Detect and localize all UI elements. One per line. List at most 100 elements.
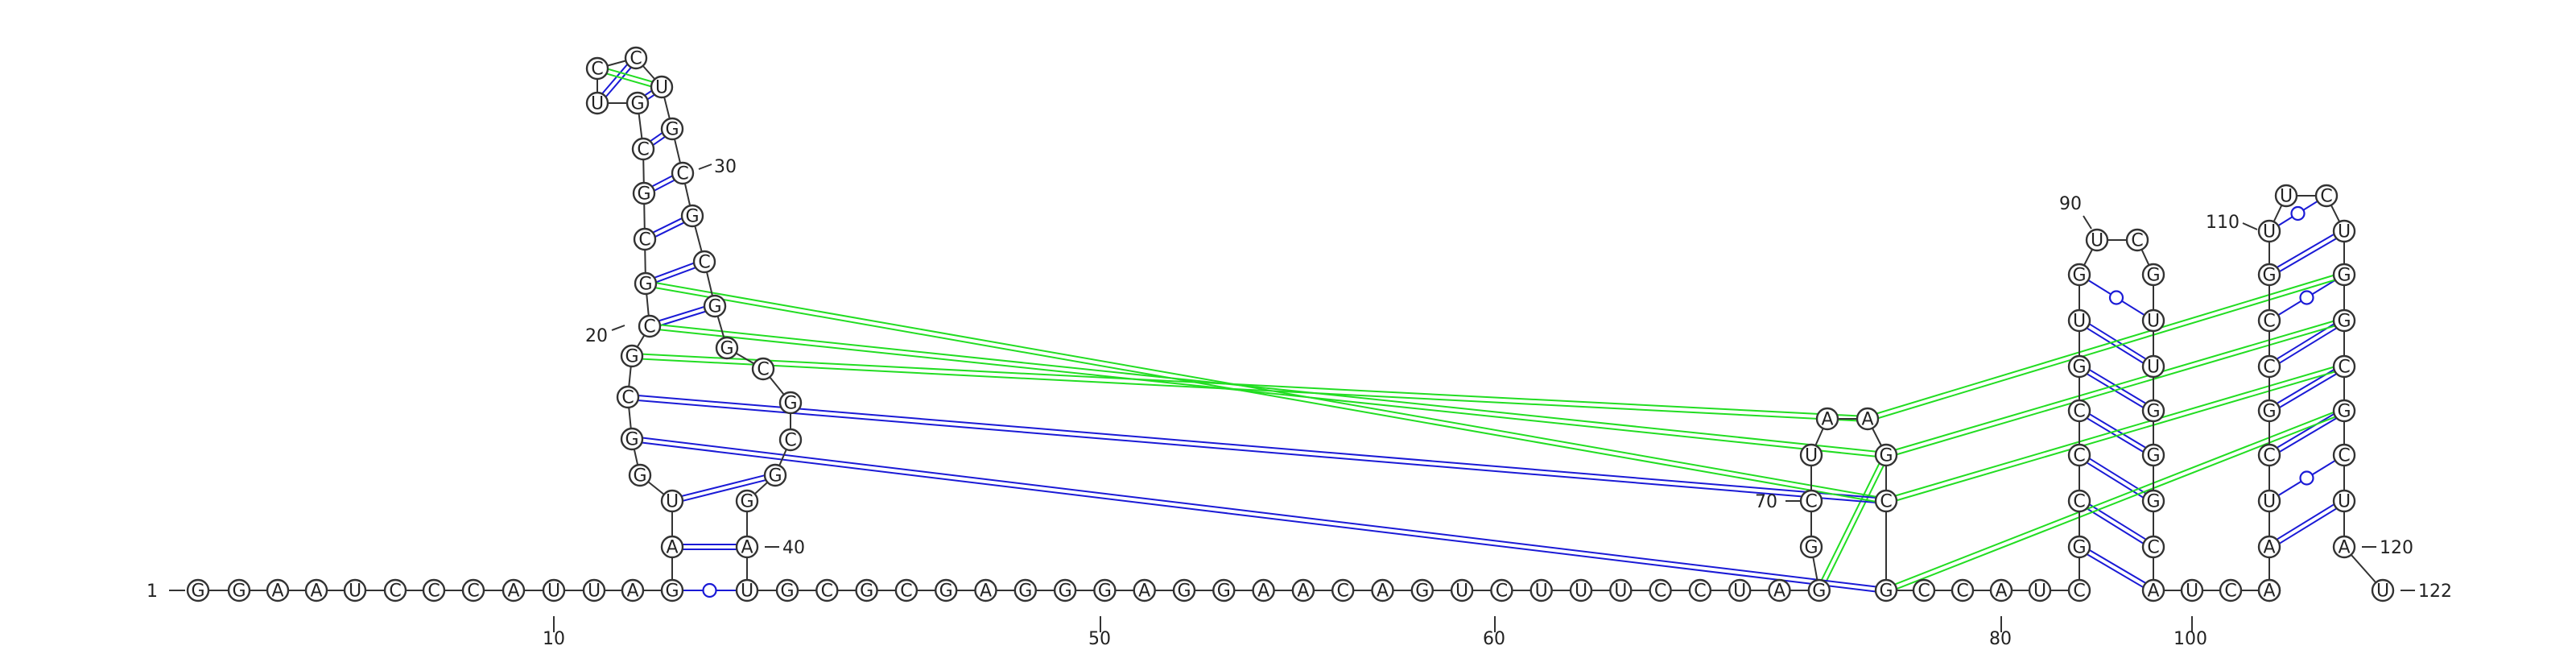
nucleotide-circle bbox=[1410, 578, 1435, 602]
nucleotide-circle bbox=[2141, 578, 2165, 602]
nucleotide-letter: G bbox=[740, 492, 753, 512]
nucleotide: A bbox=[1252, 578, 1275, 602]
nucleotide: G bbox=[1807, 578, 1831, 602]
nucleotide-circle bbox=[2067, 308, 2091, 333]
nucleotide-letter: G bbox=[780, 582, 794, 602]
nucleotide-circle bbox=[2067, 489, 2091, 513]
nucleotide: C bbox=[1874, 489, 1898, 513]
nucleotide-letter: C bbox=[2073, 492, 2085, 512]
nucleotide-letter: U bbox=[591, 94, 604, 114]
nucleotide: C bbox=[1649, 578, 1672, 602]
nucleotide-letter: C bbox=[1805, 492, 1817, 512]
nucleotide-circle bbox=[778, 428, 803, 452]
canonical-pair-line bbox=[2267, 317, 2343, 366]
nucleotide-circle bbox=[1874, 489, 1898, 513]
nucleotide-letter: C bbox=[1880, 492, 1892, 512]
nucleotide-letter: G bbox=[2337, 312, 2351, 332]
nucleotide: A bbox=[1856, 407, 1880, 431]
nucleotide: G bbox=[680, 204, 704, 228]
nucleotide-letter: C bbox=[2131, 231, 2143, 251]
nucleotide-letter: C bbox=[2263, 312, 2275, 332]
nucleotide-circle bbox=[1212, 578, 1236, 602]
nucleotide-letter: C bbox=[2147, 538, 2159, 558]
nucleotide-letter: G bbox=[1804, 538, 1818, 558]
nucleotide: G bbox=[2257, 263, 2281, 287]
nucleotide-letter: G bbox=[2262, 266, 2276, 286]
nucleotide-circle bbox=[660, 535, 684, 559]
nucleotide-letter: U bbox=[1535, 582, 1548, 602]
nucleotide-letter: G bbox=[1812, 582, 1826, 602]
nucleotide: A bbox=[266, 578, 290, 602]
nucleotide-circle bbox=[1013, 578, 1038, 602]
nucleotide-circle bbox=[2257, 354, 2281, 379]
nucleotide-letter: U bbox=[2338, 222, 2351, 242]
nucleotide-circle bbox=[735, 578, 759, 602]
nucleotide-circle bbox=[1874, 578, 1898, 602]
nucleotide-circle bbox=[2067, 443, 2091, 467]
nucleotide: G bbox=[1212, 578, 1236, 602]
label-20: 20 bbox=[585, 325, 625, 346]
nucleotide: G bbox=[703, 294, 727, 318]
nucleotide-letter: U bbox=[1575, 582, 1587, 602]
nucleotide-letter: G bbox=[625, 430, 638, 450]
nucleotide-circle bbox=[632, 181, 656, 205]
canonical-pair-line bbox=[2270, 232, 2347, 278]
nucleotide-circle bbox=[422, 578, 446, 602]
nucleotide-letter: C bbox=[1496, 582, 1508, 602]
noncanonical-pair-line bbox=[649, 327, 1886, 458]
nucleotide-circle bbox=[502, 578, 526, 602]
nucleotide: G bbox=[855, 578, 878, 602]
nucleotide-circle bbox=[2067, 535, 2091, 559]
nucleotide-circle bbox=[621, 578, 645, 602]
nucleotide-circle bbox=[1371, 578, 1394, 602]
nucleotide: A bbox=[304, 578, 328, 602]
nucleotide: G bbox=[1874, 578, 1898, 602]
nucleotide-circle bbox=[1331, 578, 1355, 602]
position-label-40: 40 bbox=[782, 538, 805, 558]
nucleotide-letter: A bbox=[2338, 538, 2350, 558]
noncanonical-pair-line bbox=[646, 280, 1887, 500]
nucleotide-circle bbox=[1799, 535, 1823, 559]
noncanonical-pair-line bbox=[650, 323, 1887, 454]
noncanonical-pair-line bbox=[631, 357, 1868, 422]
nucleotide-letter: C bbox=[1337, 582, 1349, 602]
nucleotide-letter: U bbox=[2033, 582, 2046, 602]
label-40: 40 bbox=[765, 538, 805, 558]
nucleotide: G bbox=[763, 463, 787, 487]
nucleotide: G bbox=[1410, 578, 1435, 602]
nucleotide: G bbox=[1799, 535, 1823, 559]
nucleotide-circle bbox=[624, 46, 648, 70]
nucleotide-circle bbox=[585, 91, 609, 115]
label-70: 70 bbox=[1755, 492, 1800, 512]
nucleotide-circle bbox=[2141, 354, 2165, 379]
nucleotide: C bbox=[2257, 308, 2281, 333]
nucleotide: G bbox=[1093, 578, 1117, 602]
nucleotide: C bbox=[2067, 443, 2091, 467]
nucleotide-letter: A bbox=[666, 538, 678, 558]
nucleotide: C bbox=[671, 161, 695, 185]
nucleotide: G bbox=[2141, 263, 2165, 287]
nucleotide: G bbox=[1053, 578, 1077, 602]
nucleotide: C bbox=[422, 578, 446, 602]
nucleotide-letter: C bbox=[643, 317, 655, 337]
nucleotide-circle bbox=[2028, 578, 2052, 602]
gu-pair-marker bbox=[2299, 470, 2314, 486]
nucleotide-circle bbox=[383, 578, 407, 602]
nucleotide-circle bbox=[763, 463, 787, 487]
nucleotide-letter: G bbox=[1415, 582, 1429, 602]
nucleotide-letter: G bbox=[633, 466, 646, 486]
position-label-122: 122 bbox=[2418, 582, 2452, 602]
nucleotide-letter: A bbox=[980, 582, 992, 602]
noncanonical-pair-line bbox=[1866, 271, 2344, 418]
nucleotide: C bbox=[2067, 578, 2091, 602]
nucleotide: C bbox=[585, 56, 609, 81]
nucleotide-circle bbox=[2141, 263, 2165, 287]
nucleotide-circle bbox=[1093, 578, 1117, 602]
nucleotide-circle bbox=[778, 391, 803, 415]
nucleotide-letter: G bbox=[1059, 582, 1072, 602]
nucleotide-letter: U bbox=[2263, 492, 2276, 512]
nucleotide-letter: U bbox=[2338, 492, 2351, 512]
nucleotide-circle bbox=[304, 578, 328, 602]
position-label-80: 80 bbox=[1989, 629, 2012, 649]
nucleotide-circle bbox=[703, 294, 727, 318]
